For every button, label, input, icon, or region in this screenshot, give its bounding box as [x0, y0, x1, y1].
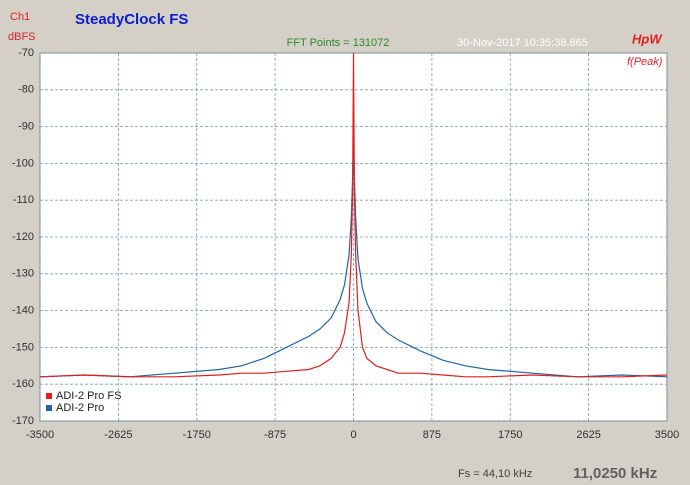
center-frequency: 11,0250 kHz [573, 465, 657, 482]
x-tick-label: -2625 [104, 429, 132, 441]
y-tick-label: -70 [18, 47, 34, 59]
x-tick-label: 3500 [655, 429, 679, 441]
chart-subtitle: FFT Points = 131072 [287, 37, 390, 49]
y-tick-label: -160 [12, 378, 34, 390]
legend-swatch [46, 393, 52, 399]
x-tick-label: 0 [350, 429, 356, 441]
y-tick-label: -100 [12, 157, 34, 169]
x-tick-label: -1750 [183, 429, 211, 441]
y-tick-label: -110 [13, 194, 34, 206]
y-tick-label: -90 [18, 121, 34, 133]
channel-label: Ch1 [10, 11, 30, 23]
legend-label: ADI-2 Pro [56, 402, 104, 414]
y-tick-label: -150 [12, 341, 34, 353]
x-tick-label: 875 [423, 429, 441, 441]
timestamp: 30-Nov-2017 10:35:38.865 [457, 37, 588, 49]
x-tick-label: -3500 [26, 429, 54, 441]
y-tick-label: -140 [12, 305, 34, 317]
y-tick-label: -130 [12, 268, 34, 280]
x-tick-label: 2625 [576, 429, 600, 441]
y-tick-label: -170 [12, 415, 34, 427]
window-label: HpW [632, 31, 663, 46]
x-tick-label: -875 [264, 429, 286, 441]
y-tick-label: -120 [12, 231, 34, 243]
marker-label: f(Peak) [627, 56, 663, 68]
y-axis-label: dBFS [8, 31, 36, 43]
chart-title: SteadyClock FS [75, 11, 188, 28]
legend-label: ADI-2 Pro FS [56, 390, 121, 402]
x-tick-label: 1750 [498, 429, 522, 441]
y-tick-label: -80 [18, 84, 34, 96]
series-line [39, 52, 668, 378]
sample-rate: Fs = 44,10 kHz [458, 468, 532, 480]
legend-swatch [46, 405, 52, 411]
